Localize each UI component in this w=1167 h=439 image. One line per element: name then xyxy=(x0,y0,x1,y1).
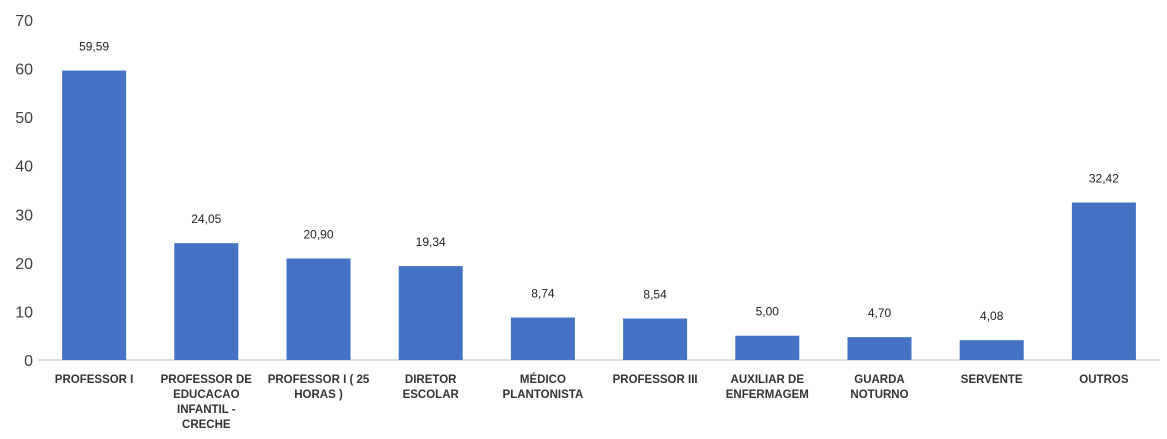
bar-6 xyxy=(735,335,800,360)
bar-9 xyxy=(1071,202,1136,360)
data-label-8: 4,08 xyxy=(980,309,1004,323)
bar-8 xyxy=(959,340,1024,360)
y-tick-label-1: 10 xyxy=(15,304,33,321)
y-tick-label-2: 20 xyxy=(15,256,33,273)
category-label-4: MÉDICO PLANTONISTA xyxy=(503,373,584,401)
bar-5 xyxy=(623,318,688,360)
y-tick-label-0: 0 xyxy=(24,353,33,370)
data-label-6: 5,00 xyxy=(756,305,780,319)
bar-4 xyxy=(510,317,575,360)
category-label-0: PROFESSOR I xyxy=(55,374,134,386)
y-axis: 0 10 20 30 40 50 60 70 xyxy=(15,13,33,370)
category-label-3: DIRETOR ESCOLAR xyxy=(403,374,460,401)
y-tick-label-3: 30 xyxy=(15,207,33,224)
y-tick-label-4: 40 xyxy=(15,159,33,176)
y-tick-label-6: 60 xyxy=(15,62,33,79)
data-label-5: 8,54 xyxy=(643,288,667,302)
data-label-2: 20,90 xyxy=(303,227,333,241)
bar-1 xyxy=(174,243,239,360)
data-label-7: 4,70 xyxy=(868,306,892,320)
data-label-3: 19,34 xyxy=(416,235,446,249)
data-label-9: 32,42 xyxy=(1089,172,1119,186)
y-tick-label-7: 70 xyxy=(15,13,33,30)
category-label-2: PROFESSOR I ( 25 HORAS ) xyxy=(268,374,370,401)
data-label-1: 24,05 xyxy=(191,212,221,226)
category-label-1: PROFESSOR DE EDUCACAO INFANTIL -CRECHE xyxy=(161,374,253,431)
bar-2 xyxy=(286,258,351,360)
category-labels: PROFESSOR I PROFESSOR DE EDUCACAO INFANTIL … xyxy=(55,373,1129,431)
bar-0 xyxy=(62,70,127,360)
category-label-6: AUXILIAR DE ENFERMAGEM xyxy=(726,374,809,401)
data-label-0: 59,59 xyxy=(79,40,109,54)
data-labels: 59,59 24,05 20,90 19,34 8,74 8,54 5,00 4,70 4,08… xyxy=(79,40,1119,324)
data-label-4: 8,74 xyxy=(531,287,555,301)
category-label-5: PROFESSOR III xyxy=(613,374,698,386)
category-label-7: GUARDA NOTURNO xyxy=(850,374,908,401)
bar-7 xyxy=(847,337,912,360)
category-label-9: OUTROS xyxy=(1079,374,1129,386)
y-tick-label-5: 50 xyxy=(15,110,33,127)
category-label-8: SERVENTE xyxy=(961,374,1023,386)
bar-3 xyxy=(398,266,463,360)
bars xyxy=(62,70,1136,360)
